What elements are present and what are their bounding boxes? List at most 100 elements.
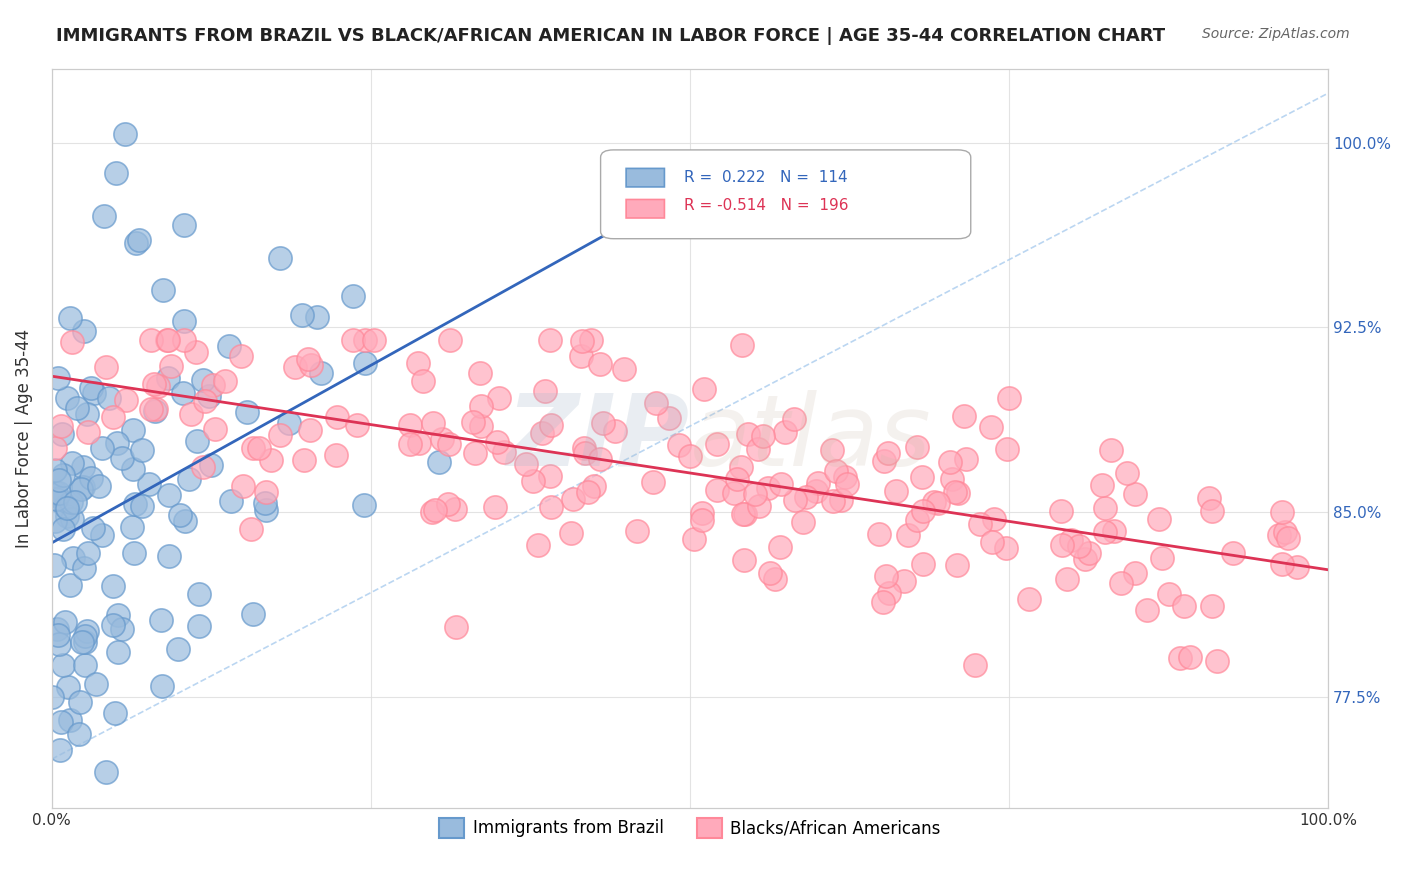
Point: [69, 696, 91, 710]
Text: Source: ZipAtlas.com: Source: ZipAtlas.com: [1202, 27, 1350, 41]
Point: [191, 459, 214, 474]
Point: [569, 350, 592, 364]
Point: [157, 488, 180, 502]
Point: [1173, 599, 1195, 613]
Point: [42, 558, 65, 573]
Point: [981, 534, 1004, 549]
Point: [72, 635, 94, 649]
Point: [152, 283, 174, 297]
Point: [45, 491, 67, 506]
Point: [124, 497, 146, 511]
Point: [963, 658, 986, 673]
Point: [734, 508, 756, 522]
Point: [145, 401, 167, 416]
Point: [298, 423, 321, 437]
Point: [301, 358, 323, 372]
Point: [941, 472, 963, 486]
Point: [194, 394, 217, 409]
Point: [952, 409, 974, 423]
Point: [488, 391, 510, 405]
Point: [605, 425, 627, 439]
Point: [540, 417, 562, 432]
Point: [515, 457, 537, 471]
Point: [70, 482, 93, 496]
Point: [408, 436, 430, 450]
Point: [723, 486, 745, 500]
Point: [200, 458, 222, 472]
Point: [60, 456, 83, 470]
Point: [1125, 566, 1147, 581]
Point: [706, 483, 728, 497]
Point: [80, 381, 103, 395]
Point: [51, 427, 73, 442]
Point: [794, 490, 817, 504]
Point: [229, 349, 252, 363]
Point: [52, 522, 75, 536]
Point: [309, 366, 332, 380]
Point: [470, 366, 492, 380]
Point: [792, 515, 814, 529]
Point: [254, 502, 277, 516]
Point: [131, 499, 153, 513]
Point: [626, 524, 648, 538]
Point: [46, 371, 69, 385]
FancyBboxPatch shape: [626, 169, 665, 187]
Text: R =  0.222   N =  114: R = 0.222 N = 114: [683, 169, 848, 185]
Point: [49, 714, 72, 729]
Point: [232, 478, 254, 492]
Point: [1267, 528, 1289, 542]
Point: [166, 642, 188, 657]
Point: [752, 428, 775, 442]
Point: [690, 513, 713, 527]
Point: [131, 442, 153, 457]
Point: [157, 549, 180, 563]
Point: [115, 392, 138, 407]
Point: [44, 463, 66, 477]
Point: [905, 440, 928, 454]
Point: [93, 209, 115, 223]
Point: [995, 442, 1018, 456]
Point: [731, 338, 754, 352]
Point: [269, 427, 291, 442]
Point: [756, 481, 779, 495]
Point: [52, 467, 75, 482]
Point: [1060, 533, 1083, 547]
Y-axis label: In Labor Force | Age 35-44: In Labor Force | Age 35-44: [15, 329, 32, 548]
Point: [48, 637, 70, 651]
Point: [484, 500, 506, 514]
Point: [191, 373, 214, 387]
Point: [1050, 504, 1073, 518]
Point: [72, 480, 94, 494]
Point: [527, 538, 550, 552]
Point: [83, 386, 105, 401]
Point: [49, 743, 72, 757]
Point: [744, 487, 766, 501]
Point: [443, 502, 465, 516]
Point: [945, 485, 967, 500]
Point: [353, 356, 375, 370]
Point: [76, 546, 98, 560]
Point: [239, 522, 262, 536]
Point: [325, 448, 347, 462]
Point: [747, 442, 769, 456]
Point: [470, 399, 492, 413]
Point: [90, 442, 112, 456]
Point: [1152, 550, 1174, 565]
Point: [122, 546, 145, 560]
Point: [72, 460, 94, 475]
Point: [592, 416, 614, 430]
Point: [111, 450, 134, 465]
Point: [96, 765, 118, 780]
Point: [748, 500, 770, 514]
Point: [706, 437, 728, 451]
Point: [63, 495, 86, 509]
Point: [733, 552, 755, 566]
Point: [76, 624, 98, 638]
Point: [278, 417, 301, 431]
Point: [534, 384, 557, 398]
Point: [58, 680, 80, 694]
Point: [48, 474, 70, 488]
Point: [946, 485, 969, 500]
Point: [150, 613, 173, 627]
Point: [66, 401, 89, 416]
